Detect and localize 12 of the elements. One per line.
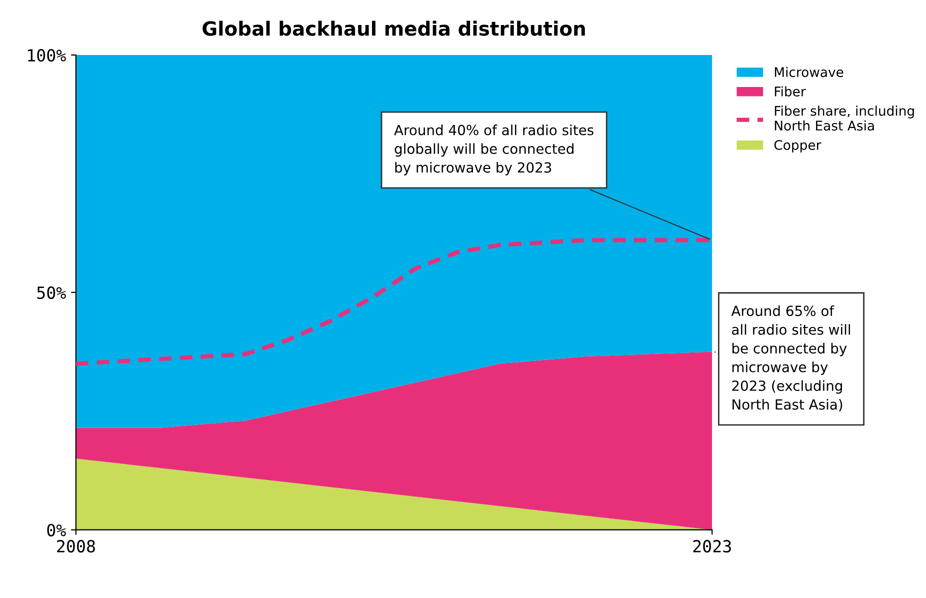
x-tick-label: 2023 [693, 540, 731, 553]
chart-title: Global backhaul media distribution [202, 20, 585, 36]
legend-label: Copper [774, 140, 822, 153]
annotation: Around 65% of all radio sites will be connected by microwave by 2023 (excluding North East Asia) [731, 305, 850, 412]
annotation: Around 40% of all radio sites globally will be connected by microwave by 2023 [394, 124, 594, 176]
legend-label: Fiber share, including North East Asia [774, 106, 914, 131]
x-tick-label: 2008 [57, 540, 95, 553]
y-tick-label: 0% [47, 524, 66, 536]
legend-label: Microwave [774, 66, 844, 78]
y-tick-label: 50% [37, 286, 66, 300]
y-tick-label: 100% [28, 49, 66, 62]
legend-label: Fiber [774, 86, 806, 96]
